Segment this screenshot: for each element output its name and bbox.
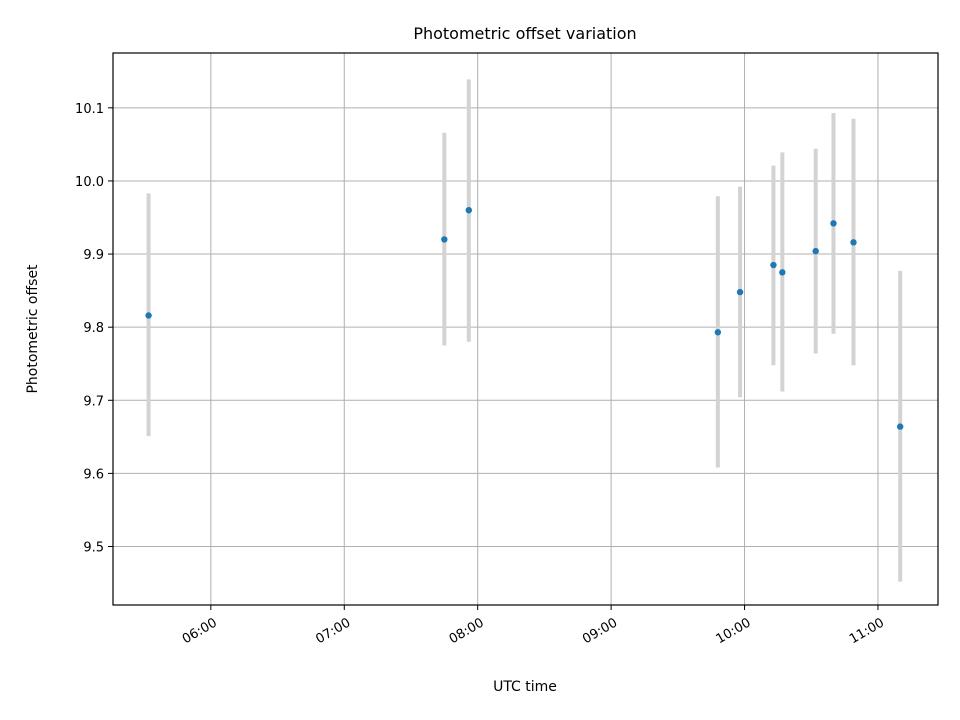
- chart-title: Photometric offset variation: [413, 24, 636, 43]
- data-point: [441, 236, 448, 243]
- data-point: [779, 269, 786, 276]
- data-points: [145, 206, 904, 430]
- y-tick-label: 9.6: [83, 467, 104, 482]
- data-point: [830, 220, 837, 227]
- y-tick-label: 9.7: [83, 394, 104, 409]
- x-tick-label: 11:00: [847, 615, 887, 647]
- data-point: [714, 329, 722, 336]
- data-point: [850, 239, 857, 246]
- x-tick-label: 10:00: [714, 615, 754, 647]
- data-point: [896, 423, 904, 430]
- y-tick-label: 10.1: [75, 102, 104, 117]
- x-tick-label: 06:00: [180, 615, 220, 647]
- data-point: [736, 288, 744, 296]
- y-axis-label: Photometric offset: [25, 264, 41, 394]
- y-tick-label: 10.0: [75, 175, 104, 190]
- x-tick-label: 08:00: [447, 615, 487, 647]
- data-point: [812, 247, 819, 255]
- x-tick-label: 07:00: [313, 615, 353, 647]
- data-point: [465, 206, 472, 214]
- y-tick-label: 9.8: [83, 321, 104, 336]
- axis-ticks: 9.5 9.6 9.7 9.8 9.9 10.0 10.1 06:00 07:00 08:00 09…: [75, 102, 887, 647]
- y-tick-label: 9.9: [83, 248, 104, 263]
- data-point: [770, 261, 777, 269]
- plot-frame: [112, 52, 939, 606]
- y-tick-label: 9.5: [83, 541, 104, 556]
- data-point: [145, 312, 152, 319]
- x-tick-label: 09:00: [580, 615, 620, 647]
- grid-lines: [113, 53, 938, 605]
- error-bars: [146, 79, 903, 582]
- x-axis-label: UTC time: [493, 679, 557, 695]
